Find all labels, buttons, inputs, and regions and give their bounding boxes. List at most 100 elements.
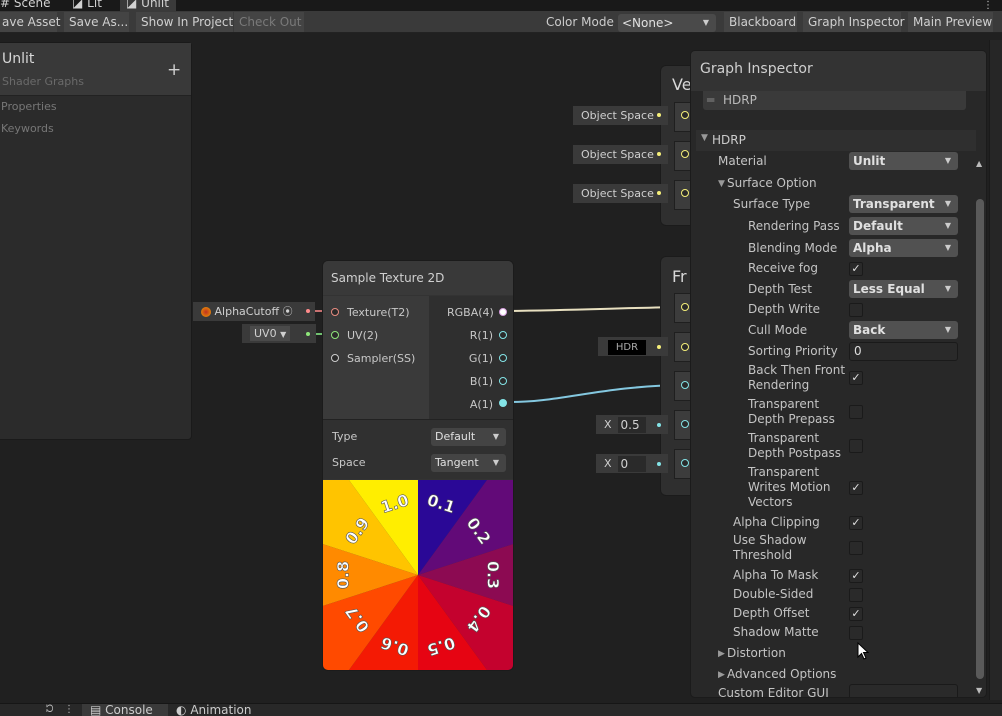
inspector-row-label[interactable]: Distortion <box>727 646 786 660</box>
inspector-row-label: Back Then Front Rendering <box>748 363 846 392</box>
hdrp-section-header[interactable]: ▼ HDRP <box>696 130 976 151</box>
main-preview-toggle[interactable]: Main Preview <box>908 12 993 32</box>
inspector-checkbox[interactable] <box>849 625 863 640</box>
tangent-space-input[interactable]: Object Space <box>573 184 668 203</box>
uv-input-port[interactable] <box>331 331 339 339</box>
show-in-project-button[interactable]: Show In Project <box>136 12 233 32</box>
drag-handle-icon[interactable]: ═ <box>707 93 715 107</box>
emission-port[interactable] <box>681 343 689 351</box>
save-asset-button[interactable]: ave Asset <box>0 12 60 32</box>
inspector-dropdown[interactable]: Transparent ▼ <box>849 195 958 213</box>
alpha-cutoff-property-node[interactable]: AlphaCutoff ⦿ <box>193 302 315 321</box>
lock-icon[interactable]: ᘰ <box>46 704 54 715</box>
color-mode-dropdown[interactable]: <None> ▼ <box>618 14 716 32</box>
inspector-checkbox[interactable] <box>849 587 863 602</box>
texture-input-port[interactable] <box>331 308 339 316</box>
inspector-row-label[interactable]: Surface Option <box>727 176 817 190</box>
inspector-text-field[interactable] <box>849 684 958 697</box>
sampler-input-port[interactable] <box>331 354 339 362</box>
inspector-checkbox[interactable]: ✓ <box>849 371 863 385</box>
output-label: RGBA(4) <box>447 306 494 319</box>
tab-scene[interactable]: # Scene <box>0 0 56 11</box>
check-out-button[interactable]: Check Out <box>234 12 304 32</box>
foldout-collapsed-icon[interactable]: ▶ <box>718 670 725 680</box>
space-dropdown[interactable]: Tangent ▼ <box>431 454 506 472</box>
a-output-port[interactable] <box>499 399 507 407</box>
target-list-item[interactable]: ═ HDRP <box>703 91 966 110</box>
inspector-row-label[interactable]: Advanced Options <box>727 667 837 681</box>
inspector-row-label: Cull Mode <box>748 323 808 337</box>
type-dropdown[interactable]: Default ▼ <box>431 428 506 446</box>
inspector-dropdown[interactable]: Back ▼ <box>849 321 958 339</box>
float-field[interactable]: 0.5 <box>617 417 646 433</box>
chevron-down-icon: ▼ <box>944 156 951 165</box>
position-space-input[interactable]: Object Space <box>573 106 668 125</box>
keywords-section[interactable]: Keywords <box>1 122 54 135</box>
x-label: X <box>604 457 612 470</box>
base-color-port[interactable] <box>681 303 689 311</box>
inspector-checkbox[interactable]: ✓ <box>849 568 863 583</box>
port-ring[interactable] <box>681 459 689 467</box>
node-title: Sample Texture 2D <box>331 271 445 285</box>
blackboard-toggle[interactable]: Blackboard <box>724 12 797 32</box>
inspector-row-label: Transparent Depth Postpass <box>748 431 841 460</box>
port-ring[interactable] <box>681 150 689 158</box>
tab-animation[interactable]: ◐ Animation <box>176 704 252 716</box>
output-label: R(1) <box>469 329 493 342</box>
preview-slice <box>418 575 488 670</box>
inspector-checkbox[interactable] <box>849 302 863 317</box>
inspector-checkbox[interactable] <box>849 541 863 555</box>
sample-texture-2d-node[interactable]: Sample Texture 2D Texture(T2) UV(2) Samp… <box>322 260 514 671</box>
inspector-checkbox[interactable]: ✓ <box>849 515 863 530</box>
inspector-checkbox[interactable]: ✓ <box>849 261 863 276</box>
alpha-port[interactable] <box>681 381 689 389</box>
tab-lit[interactable]: ◪ Lit <box>66 0 108 11</box>
inspector-row-label: Receive fog <box>748 261 818 275</box>
foldout-expanded-icon[interactable]: ▼ <box>718 179 725 189</box>
g-output-port[interactable] <box>499 354 507 362</box>
r-output-port[interactable] <box>499 331 507 339</box>
inspector-header <box>691 51 986 91</box>
graph-inspector-toggle[interactable]: Graph Inspector <box>803 12 905 32</box>
save-as-button[interactable]: Save As... <box>64 12 129 32</box>
more-options-icon[interactable]: ⋮ <box>983 0 993 11</box>
inspector-row-label: Surface Type <box>733 197 811 211</box>
scroll-down-icon[interactable]: ▼ <box>976 686 983 695</box>
tab-console[interactable]: ▤ Console <box>82 704 168 716</box>
inspector-checkbox[interactable]: ✓ <box>849 480 863 495</box>
inspector-dropdown[interactable]: Unlit ▼ <box>849 152 958 170</box>
port-ring[interactable] <box>681 420 689 428</box>
normal-space-input[interactable]: Object Space <box>573 145 668 164</box>
inspector-scrollbar[interactable]: ▲ <box>976 159 986 689</box>
inspector-dropdown[interactable]: Default ▼ <box>849 217 958 235</box>
emission-input[interactable]: HDR <box>598 337 668 356</box>
canvas-scrollbar[interactable] <box>989 40 1002 700</box>
uv-dropdown[interactable]: UV0 ▼ <box>250 326 291 341</box>
float-field[interactable]: 0 <box>617 456 646 472</box>
alpha-clip-threshold-input[interactable]: X 0.5 <box>596 415 668 434</box>
properties-section[interactable]: Properties <box>1 100 57 113</box>
more-options-icon[interactable]: ⋮ <box>64 704 74 715</box>
inspector-dropdown[interactable]: Alpha ▼ <box>849 239 958 257</box>
preview-label: 0.8 <box>334 561 353 589</box>
object-picker-icon[interactable]: ⦿ <box>282 307 293 318</box>
uv-channel-input[interactable]: UV0 ▼ <box>242 324 316 343</box>
inspector-checkbox[interactable]: ✓ <box>849 606 863 621</box>
inspector-text-field[interactable]: 0 <box>849 342 958 361</box>
tab-label: Scene <box>13 0 51 10</box>
tab-unlit[interactable]: ◪ Unlit <box>120 0 176 11</box>
port-ring[interactable] <box>681 189 689 197</box>
inspector-checkbox[interactable] <box>849 439 863 453</box>
rgba-output-port[interactable] <box>499 308 507 316</box>
scrollbar-thumb[interactable] <box>976 199 984 679</box>
foldout-collapsed-icon[interactable]: ▶ <box>718 649 725 659</box>
inspector-checkbox[interactable] <box>849 405 863 419</box>
add-property-button[interactable]: + <box>167 60 182 80</box>
hdr-color-swatch[interactable]: HDR <box>608 340 646 355</box>
dropdown-value: Alpha <box>853 241 892 255</box>
scroll-up-icon[interactable]: ▲ <box>976 159 983 168</box>
inspector-dropdown[interactable]: Less Equal ▼ <box>849 280 958 298</box>
b-output-port[interactable] <box>499 377 507 385</box>
port-ring[interactable] <box>681 111 689 119</box>
